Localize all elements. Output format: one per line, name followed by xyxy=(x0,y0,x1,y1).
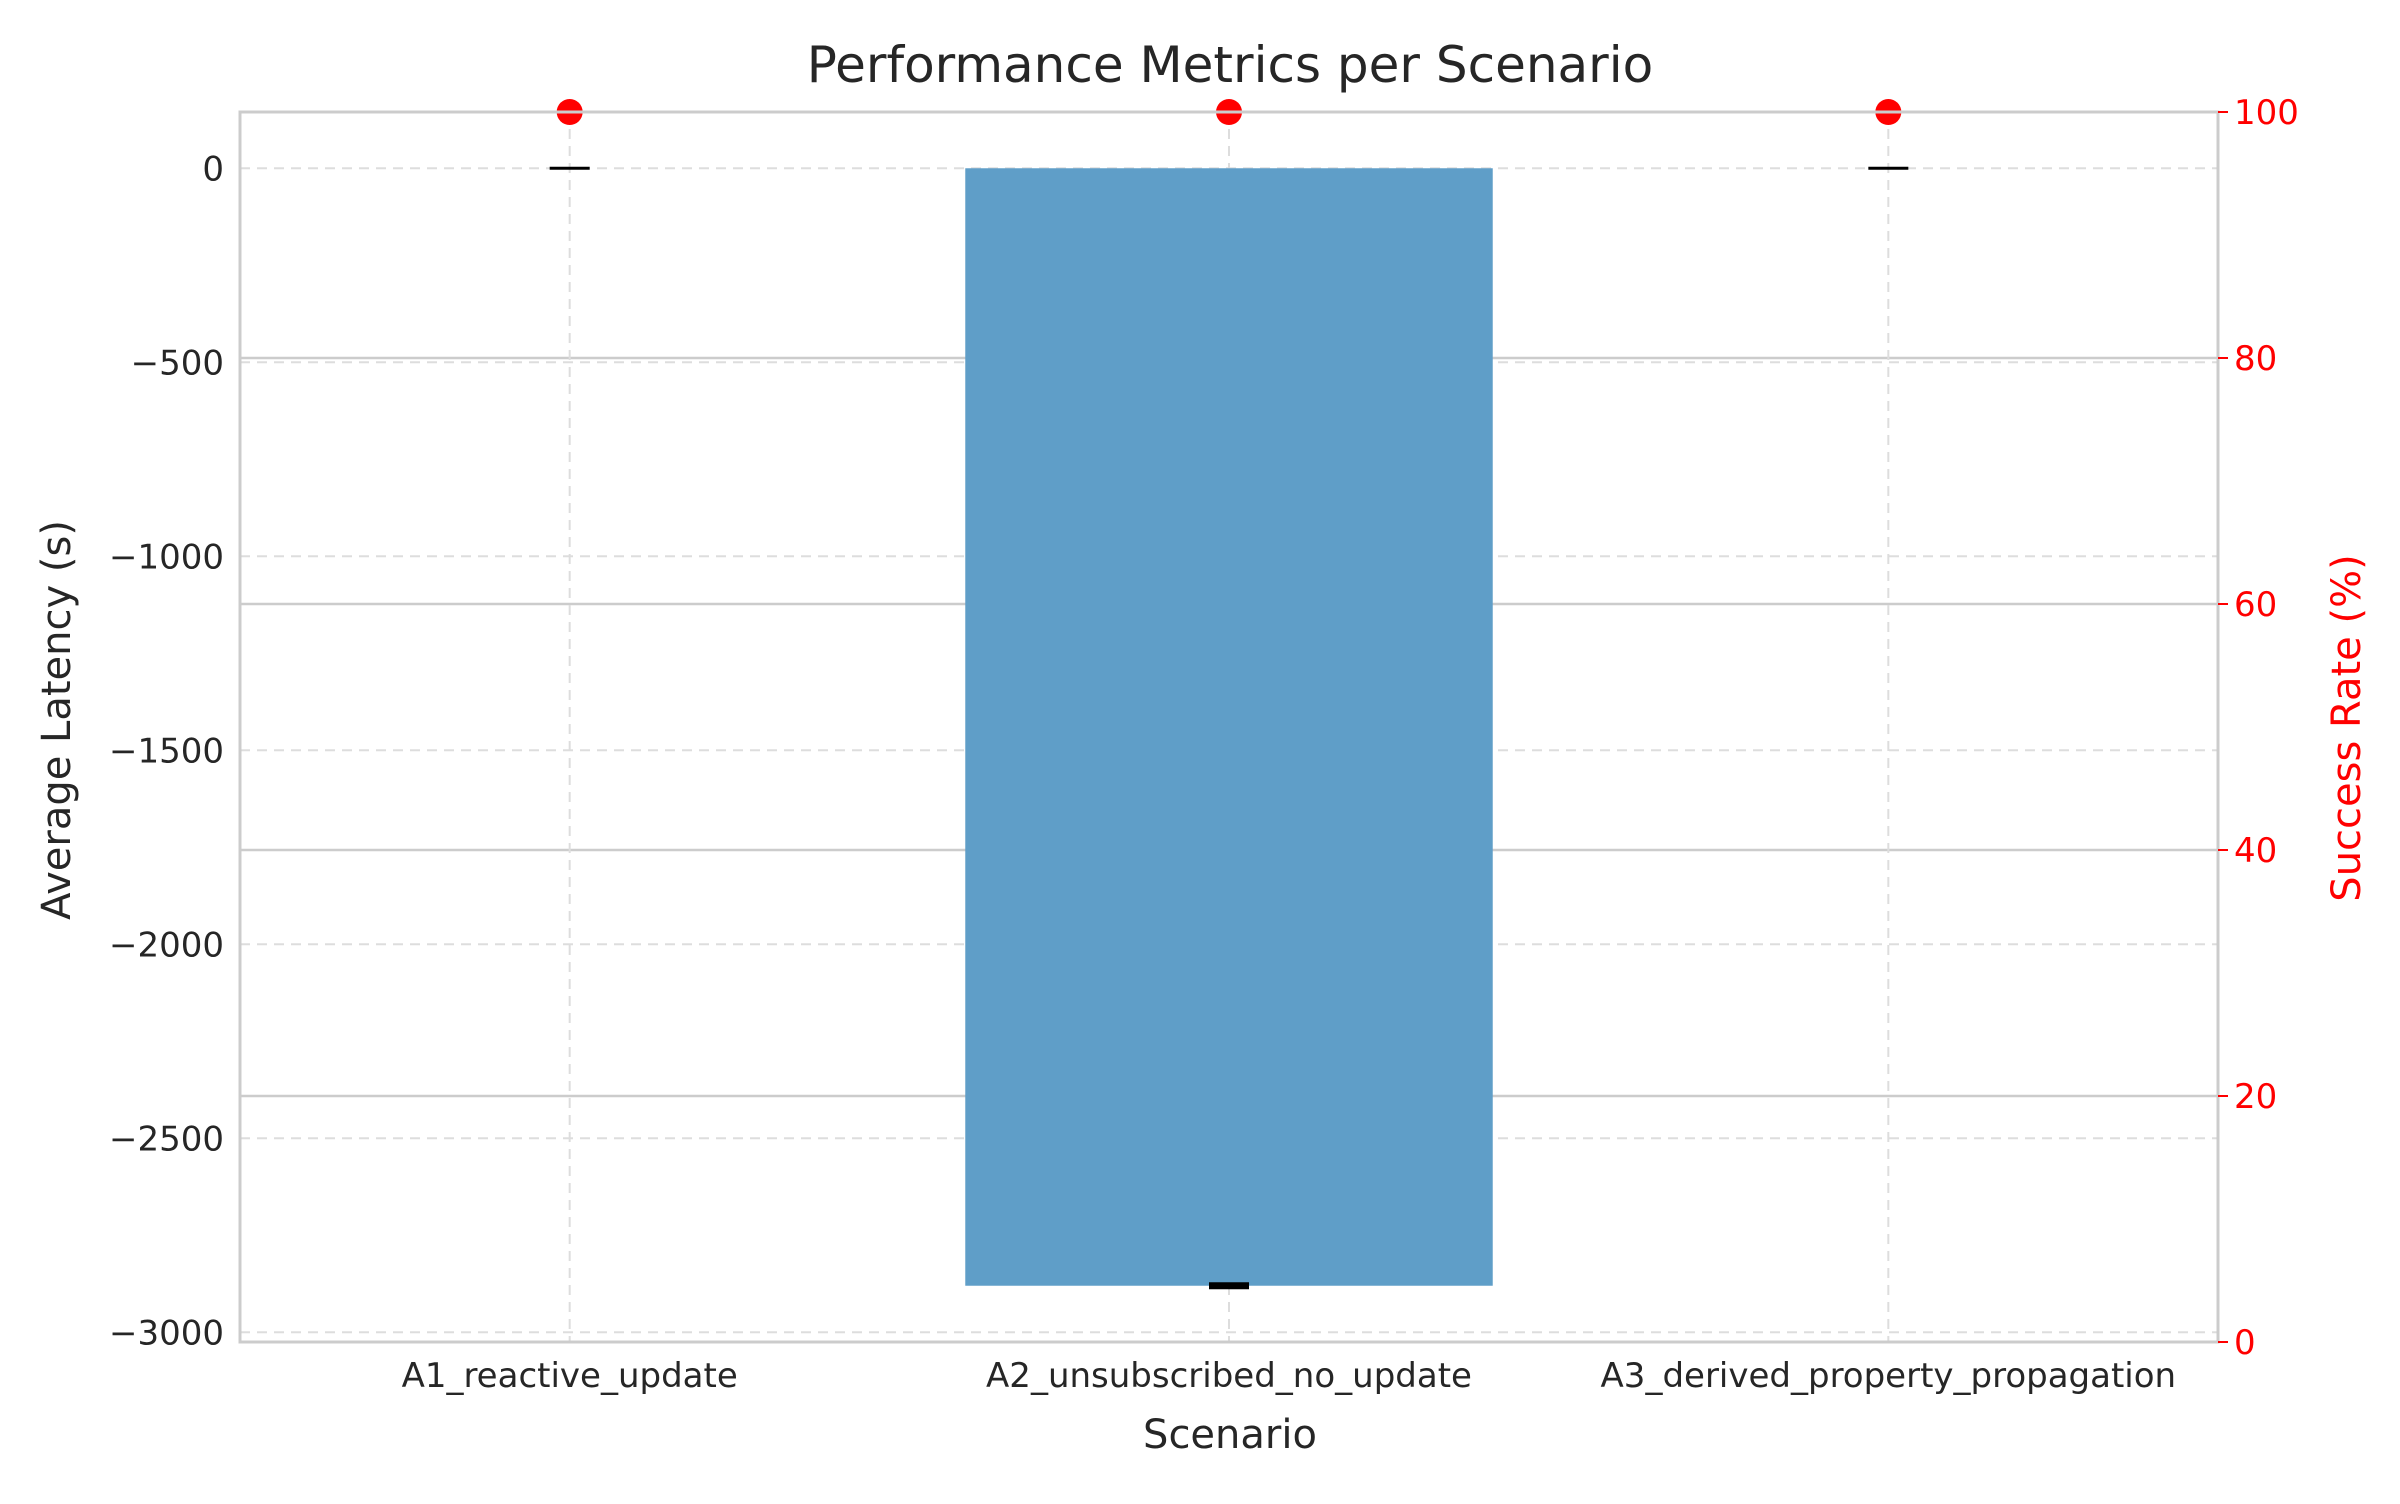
latency-bar xyxy=(965,168,1493,1286)
y-tick-label: −500 xyxy=(131,343,224,383)
x-axis-label: Scenario xyxy=(1143,1412,1317,1458)
plot-frame xyxy=(238,110,2220,1344)
y2-tick-label: 60 xyxy=(2234,585,2277,625)
y2-tick-label: 40 xyxy=(2234,831,2277,871)
y2-tick-label: 20 xyxy=(2234,1077,2277,1117)
y-tick-label: 0 xyxy=(202,149,224,189)
y-axis-label: Average Latency (s) xyxy=(34,520,80,920)
y-tick-label: −1000 xyxy=(109,537,224,577)
y2-tick-label: 100 xyxy=(2234,93,2299,133)
x-tick-label: A3_derived_property_propagation xyxy=(1601,1356,2177,1396)
x-tick-label: A2_unsubscribed_no_update xyxy=(986,1356,1472,1396)
y2-axis-label: Success Rate (%) xyxy=(2324,554,2370,901)
chart-title: Performance Metrics per Scenario xyxy=(807,36,1653,94)
y2-tick-label: 0 xyxy=(2234,1323,2256,1363)
y-tick-label: −2000 xyxy=(109,925,224,965)
y-tick-label: −1500 xyxy=(109,731,224,771)
y-tick-label: −3000 xyxy=(109,1313,224,1353)
y-tick-label: −2500 xyxy=(109,1119,224,1159)
x-tick-label: A1_reactive_update xyxy=(402,1356,738,1396)
y2-tick-label: 80 xyxy=(2234,339,2277,379)
